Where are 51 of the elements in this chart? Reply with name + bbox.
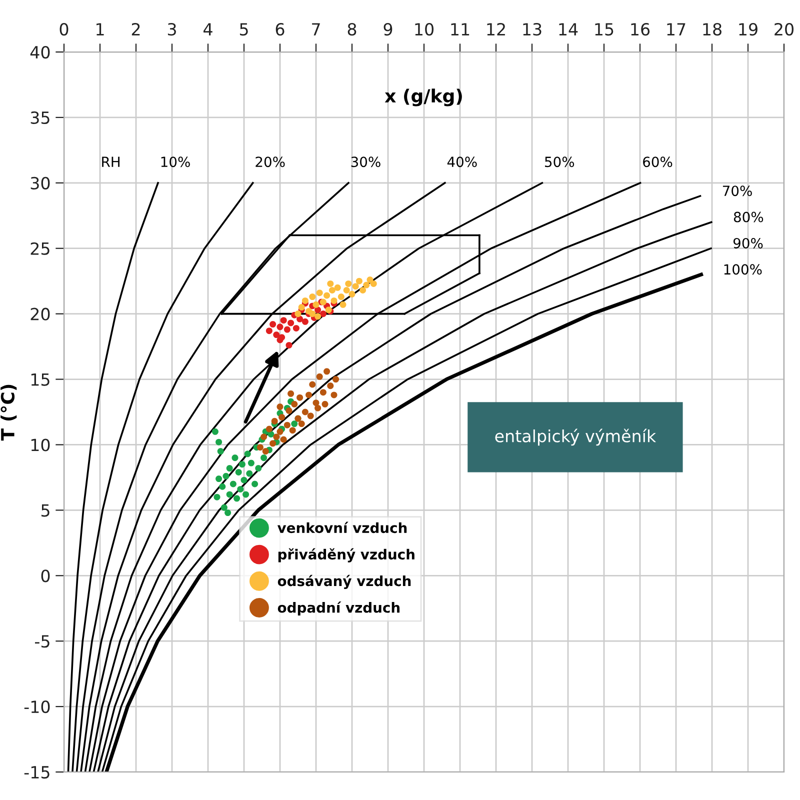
y-tick-label: 0 (41, 570, 50, 582)
series-label: 10% (161, 156, 190, 168)
y-tick-label: 30 (30, 176, 50, 190)
legend-label: odsávaný vzduch (278, 574, 411, 590)
legend-label: venkovní vzduch (277, 522, 407, 534)
x-tick-label: 19 (739, 22, 758, 36)
series-label: 70% (722, 186, 752, 196)
x-tick-label: 12 (487, 22, 505, 36)
x-axis-title: x (g/kg) (384, 88, 462, 106)
x-tick-label: 16 (631, 22, 650, 36)
y-tick-label: 5 (41, 504, 50, 517)
x-tick-label: 15 (595, 23, 614, 36)
y-tick-label: -15 (24, 766, 50, 779)
x-tick-label: 13 (523, 22, 542, 36)
series-label: 30% (351, 156, 380, 168)
legend-label: odpadní vzduch (278, 602, 400, 616)
x-tick-label: 1 (96, 23, 104, 36)
x-tick-label: 9 (384, 22, 392, 36)
x-tick-label: 3 (168, 22, 176, 36)
x-tick-label: 20 (774, 22, 794, 36)
legend-label: přiváděný vzduch (278, 548, 414, 562)
x-tick-label: 11 (451, 23, 470, 36)
y-tick-label: 10 (31, 438, 50, 452)
x-tick-label: 10 (415, 22, 434, 36)
y-tick-label: 15 (31, 373, 50, 386)
x-tick-label: 8 (348, 22, 356, 36)
y-tick-label: 20 (30, 308, 50, 320)
x-tick-label: 14 (559, 23, 578, 36)
x-tick-label: 5 (240, 23, 248, 36)
series-label: 50% (545, 156, 574, 168)
x-tick-label: 7 (312, 23, 320, 36)
series-label: 60% (643, 156, 672, 168)
x-tick-label: 17 (667, 23, 686, 36)
y-tick-label: 25 (30, 242, 50, 255)
y-tick-label: -10 (24, 700, 50, 714)
x-tick-label: 6 (276, 22, 284, 36)
series-label: 20% (256, 156, 285, 168)
series-label: 100% (724, 264, 762, 275)
y-tick-label: 40 (30, 46, 50, 59)
y-axis-title: T (°C) (0, 384, 17, 441)
annotation: RH (102, 156, 120, 167)
x-tick-label: 0 (60, 22, 68, 36)
x-tick-label: 4 (204, 23, 212, 36)
y-tick-label: 35 (30, 111, 50, 124)
series-label: 80% (734, 212, 764, 222)
series-label: 40% (447, 156, 477, 168)
x-tick-label: 18 (703, 22, 722, 36)
annotation: entalpický výměník (495, 428, 656, 446)
x-tick-label: 2 (132, 22, 140, 36)
series-label: 90% (733, 238, 763, 248)
y-tick-label: -5 (35, 635, 50, 648)
